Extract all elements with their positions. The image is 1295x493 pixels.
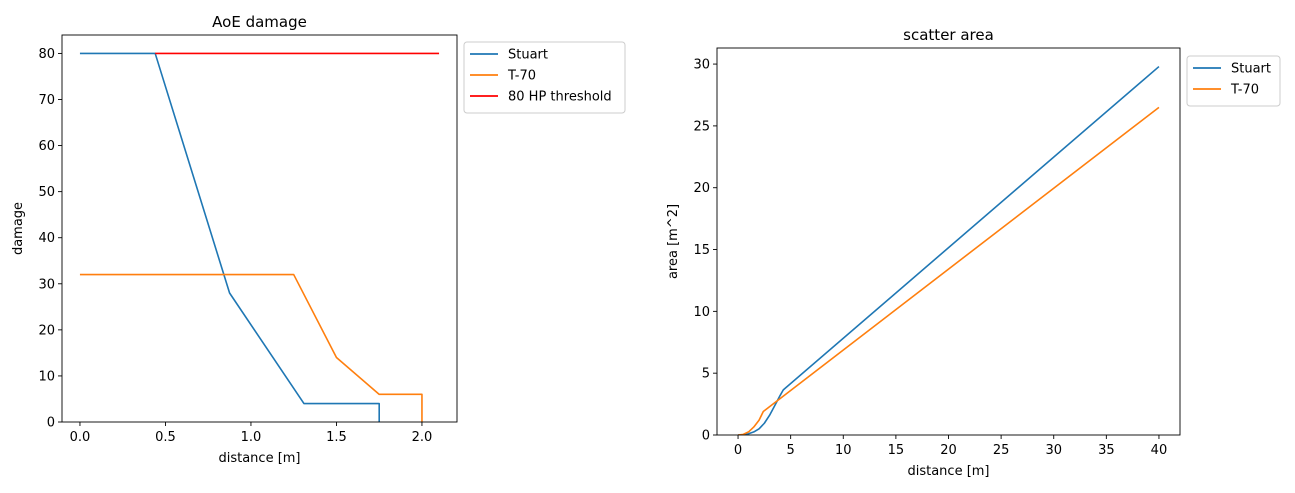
- x-tick-label: 5: [787, 443, 795, 458]
- x-axis-label: distance [m]: [218, 451, 300, 466]
- legend: Stuart T-70: [1186, 55, 1281, 107]
- series-line-0: [738, 65, 1160, 435]
- y-tick-label: 80: [38, 47, 55, 62]
- legend: Stuart T-70 80 HP threshold: [463, 41, 626, 114]
- chart-aoe-damage: 0.0 0.5 1.0 1.5 2.0 0 10 20 30 40 50 60 70 80 distance…: [11, 13, 626, 466]
- y-tick-label: 60: [38, 139, 55, 154]
- y-tick-label: 10: [38, 369, 55, 384]
- axes-frame: [61, 34, 458, 423]
- y-tick-label: 70: [38, 93, 55, 108]
- y-tick-label: 20: [693, 181, 710, 196]
- legend-label-2: 80 HP threshold: [508, 90, 612, 105]
- x-tick-label: 30: [1045, 443, 1062, 458]
- y-tick-label: 15: [693, 243, 710, 258]
- series-line-1: [737, 106, 1160, 435]
- x-tick-label: 10: [835, 443, 852, 458]
- series-line-0: [79, 52, 381, 422]
- y-tick-label: 50: [38, 185, 55, 200]
- legend-box: [463, 41, 626, 114]
- y-axis-label: area [m^2]: [666, 204, 681, 279]
- legend-label-0: Stuart: [508, 48, 548, 63]
- y-tick-label: 30: [693, 58, 710, 73]
- y-tick-label: 0: [702, 429, 710, 444]
- x-tick-label: 1.5: [326, 430, 347, 445]
- y-tick-label: 0: [47, 416, 55, 431]
- x-tick-label: 15: [888, 443, 905, 458]
- chart-title: AoE damage: [212, 13, 307, 31]
- x-tick-label: 0.5: [155, 430, 176, 445]
- y-tick-label: 20: [38, 323, 55, 338]
- y-tick-label: 30: [38, 277, 55, 292]
- y-tick-label: 5: [702, 367, 710, 382]
- series-group: [79, 52, 440, 422]
- series-line-1: [79, 273, 423, 422]
- series-group: [737, 65, 1160, 435]
- x-tick-label: 35: [1098, 443, 1115, 458]
- legend-label-0: Stuart: [1231, 62, 1271, 77]
- y-tick-label: 40: [38, 231, 55, 246]
- x-tick-label: 0.0: [70, 430, 91, 445]
- chart-scatter-area: 0 5 10 15 20 25 30 35 40 0 5 10 15 20 25 30 distance [m]…: [666, 26, 1281, 479]
- x-tick-label: 20: [940, 443, 957, 458]
- chart-title: scatter area: [903, 26, 994, 44]
- x-tick-label: 1.0: [241, 430, 262, 445]
- x-axis-label: distance [m]: [907, 464, 989, 479]
- x-tick-label: 25: [993, 443, 1010, 458]
- y-axis-label: damage: [11, 202, 26, 255]
- y-tick-label: 25: [693, 119, 710, 134]
- legend-label-1: T-70: [1230, 83, 1259, 98]
- y-tick-label: 10: [693, 305, 710, 320]
- x-tick-label: 40: [1151, 443, 1168, 458]
- x-tick-label: 2.0: [412, 430, 433, 445]
- x-tick-label: 0: [734, 443, 742, 458]
- legend-label-1: T-70: [507, 69, 536, 84]
